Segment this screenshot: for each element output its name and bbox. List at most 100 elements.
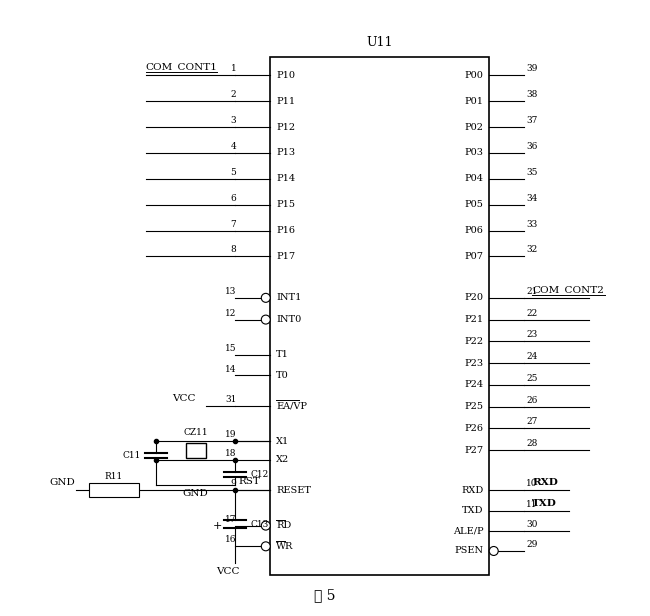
Text: PSEN: PSEN (454, 546, 484, 556)
Text: RD: RD (276, 521, 291, 530)
Text: VCC: VCC (172, 394, 196, 402)
Text: R11: R11 (105, 472, 123, 482)
Text: TXD: TXD (532, 498, 557, 508)
Text: T0: T0 (276, 371, 289, 380)
Text: WR: WR (276, 542, 294, 551)
Text: COM_CONT1: COM_CONT1 (146, 63, 218, 72)
Text: P24: P24 (464, 380, 484, 389)
Text: P01: P01 (464, 97, 484, 105)
Text: 3: 3 (231, 116, 237, 125)
Text: P00: P00 (464, 71, 484, 79)
Text: 24: 24 (526, 352, 538, 361)
Text: P25: P25 (464, 402, 484, 411)
Text: 23: 23 (526, 330, 538, 339)
Text: 14: 14 (225, 365, 237, 373)
Text: P17: P17 (276, 252, 295, 261)
Text: INT1: INT1 (276, 293, 302, 302)
Text: P14: P14 (276, 174, 295, 184)
Text: P13: P13 (276, 148, 295, 158)
Text: 35: 35 (526, 168, 538, 177)
Text: 19: 19 (225, 430, 237, 439)
Text: 31: 31 (225, 394, 237, 403)
Text: 28: 28 (526, 439, 538, 448)
Bar (270, 57, 489, 575)
Text: 33: 33 (526, 219, 538, 229)
Text: 10: 10 (526, 479, 538, 488)
Text: 38: 38 (526, 90, 538, 99)
Text: P22: P22 (464, 337, 484, 346)
Text: 15: 15 (225, 344, 237, 353)
Text: X2: X2 (276, 455, 289, 464)
Text: CZ11: CZ11 (183, 428, 208, 437)
Text: P07: P07 (464, 252, 484, 261)
Text: EA/VP: EA/VP (276, 401, 307, 410)
Text: C12: C12 (250, 470, 268, 479)
Text: P21: P21 (464, 315, 484, 324)
Circle shape (261, 293, 270, 302)
Text: P26: P26 (464, 424, 484, 433)
Text: +: + (213, 521, 222, 531)
Text: ALE/P: ALE/P (452, 526, 484, 535)
Text: COM_CONT2: COM_CONT2 (532, 285, 604, 295)
Text: 39: 39 (526, 64, 538, 73)
Text: P16: P16 (276, 226, 295, 235)
Text: TXD: TXD (462, 506, 484, 515)
Text: P06: P06 (464, 226, 484, 235)
Text: P12: P12 (276, 123, 295, 132)
Bar (186, 444, 205, 458)
Text: 18: 18 (225, 449, 237, 458)
Bar (89, 484, 139, 497)
Circle shape (489, 546, 498, 556)
Text: P03: P03 (464, 148, 484, 158)
Text: 12: 12 (225, 309, 237, 318)
Text: 22: 22 (526, 309, 538, 318)
Circle shape (261, 521, 270, 530)
Text: RXD: RXD (461, 486, 484, 495)
Text: 16: 16 (225, 535, 237, 545)
Text: 21: 21 (526, 287, 538, 296)
Text: 5: 5 (231, 168, 237, 177)
Text: 34: 34 (526, 193, 538, 203)
Text: RESET: RESET (276, 486, 311, 495)
Text: P02: P02 (464, 123, 484, 132)
Text: P05: P05 (464, 200, 484, 209)
Text: P10: P10 (276, 71, 295, 79)
Text: RXD: RXD (532, 479, 558, 487)
Text: RST: RST (239, 477, 260, 487)
Text: U11: U11 (367, 36, 393, 49)
Text: 8: 8 (231, 245, 237, 254)
Text: 9: 9 (231, 479, 237, 488)
Text: 图 5: 图 5 (314, 589, 336, 602)
Text: P04: P04 (464, 174, 484, 184)
Text: P23: P23 (464, 359, 484, 368)
Text: VCC: VCC (216, 567, 239, 576)
Text: 26: 26 (526, 395, 538, 405)
Text: 6: 6 (231, 193, 237, 203)
Text: GND: GND (183, 488, 209, 498)
Text: P15: P15 (276, 200, 295, 209)
Text: P11: P11 (276, 97, 295, 105)
Circle shape (261, 542, 270, 551)
Text: 29: 29 (526, 540, 538, 549)
Text: 25: 25 (526, 374, 538, 383)
Circle shape (261, 315, 270, 324)
Text: T1: T1 (276, 351, 289, 359)
Text: C11: C11 (122, 451, 141, 460)
Text: 30: 30 (526, 520, 538, 529)
Text: 7: 7 (231, 219, 237, 229)
Text: 11: 11 (526, 500, 538, 509)
Text: 32: 32 (526, 245, 538, 254)
Text: 36: 36 (526, 142, 538, 151)
Text: 13: 13 (225, 287, 237, 296)
Text: 2: 2 (231, 90, 237, 99)
Text: P27: P27 (464, 445, 484, 455)
Text: 17: 17 (225, 514, 237, 524)
Text: 27: 27 (526, 417, 538, 426)
Text: 1: 1 (231, 64, 237, 73)
Text: X1: X1 (276, 437, 289, 446)
Text: C13: C13 (250, 520, 268, 529)
Text: INT0: INT0 (276, 315, 302, 324)
Text: 4: 4 (231, 142, 237, 151)
Text: P20: P20 (464, 293, 484, 302)
Text: 37: 37 (526, 116, 538, 125)
